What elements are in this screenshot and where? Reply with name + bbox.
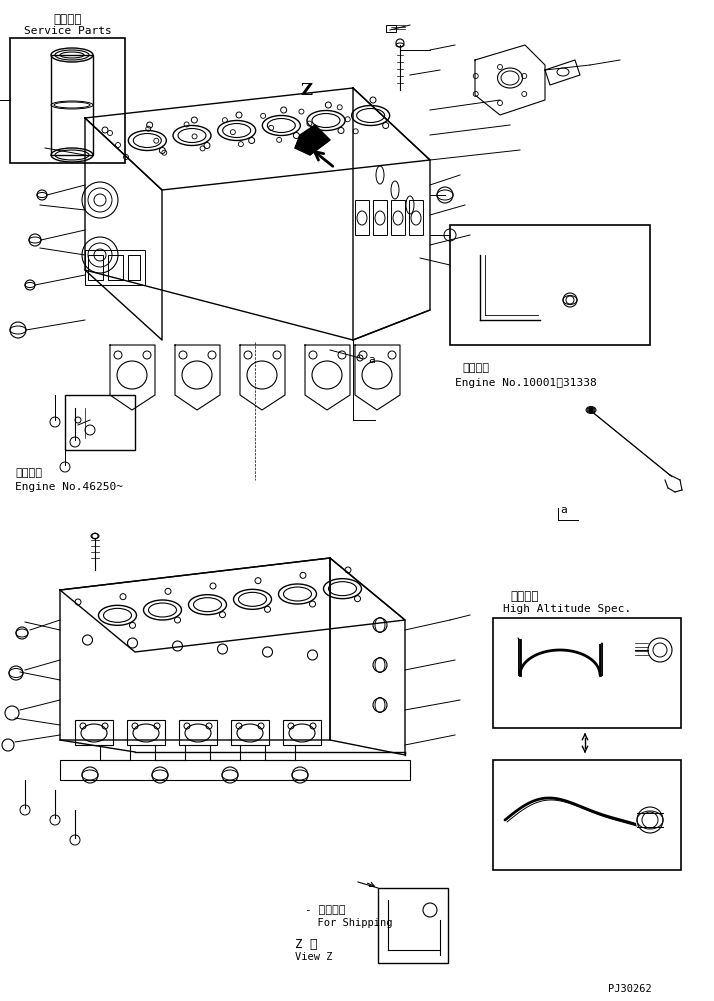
Text: Z: Z <box>300 82 312 99</box>
Bar <box>355 200 369 235</box>
Text: 適用号機: 適用号機 <box>15 468 42 478</box>
Text: - 運般部品: - 運般部品 <box>305 905 346 915</box>
Polygon shape <box>295 125 330 155</box>
Bar <box>391 200 405 235</box>
Bar <box>127 720 165 745</box>
Text: a: a <box>560 505 567 515</box>
Bar <box>450 225 650 345</box>
Bar <box>108 255 123 280</box>
Bar <box>493 760 681 870</box>
Text: a: a <box>368 355 375 365</box>
Bar <box>493 618 681 728</box>
Bar <box>60 760 410 780</box>
Bar <box>283 720 321 745</box>
Text: Service Parts: Service Parts <box>24 26 112 36</box>
Bar <box>88 255 103 280</box>
Text: 高地仕様: 高地仕様 <box>510 590 538 603</box>
Text: 適用号機: 適用号機 <box>462 363 489 373</box>
Bar <box>51 55 93 155</box>
Bar <box>231 720 269 745</box>
Bar <box>179 720 217 745</box>
Bar <box>386 25 396 32</box>
Text: View Z: View Z <box>295 952 333 962</box>
Text: Engine No.10001～31338: Engine No.10001～31338 <box>455 378 597 388</box>
Circle shape <box>589 408 593 412</box>
Bar <box>75 720 113 745</box>
Text: 補給専用: 補給専用 <box>54 13 82 26</box>
Bar <box>378 888 448 963</box>
Bar <box>85 250 145 285</box>
Text: Z 視: Z 視 <box>295 938 318 951</box>
Bar <box>10 38 125 163</box>
Text: Engine No.46250~: Engine No.46250~ <box>15 482 123 492</box>
Bar <box>65 395 135 450</box>
Bar <box>373 200 387 235</box>
Text: High Altitude Spec.: High Altitude Spec. <box>503 604 631 614</box>
Text: PJ30262: PJ30262 <box>608 984 652 994</box>
Text: For Shipping: For Shipping <box>305 918 393 928</box>
Polygon shape <box>300 133 325 150</box>
Bar <box>409 200 423 235</box>
Bar <box>128 255 140 280</box>
